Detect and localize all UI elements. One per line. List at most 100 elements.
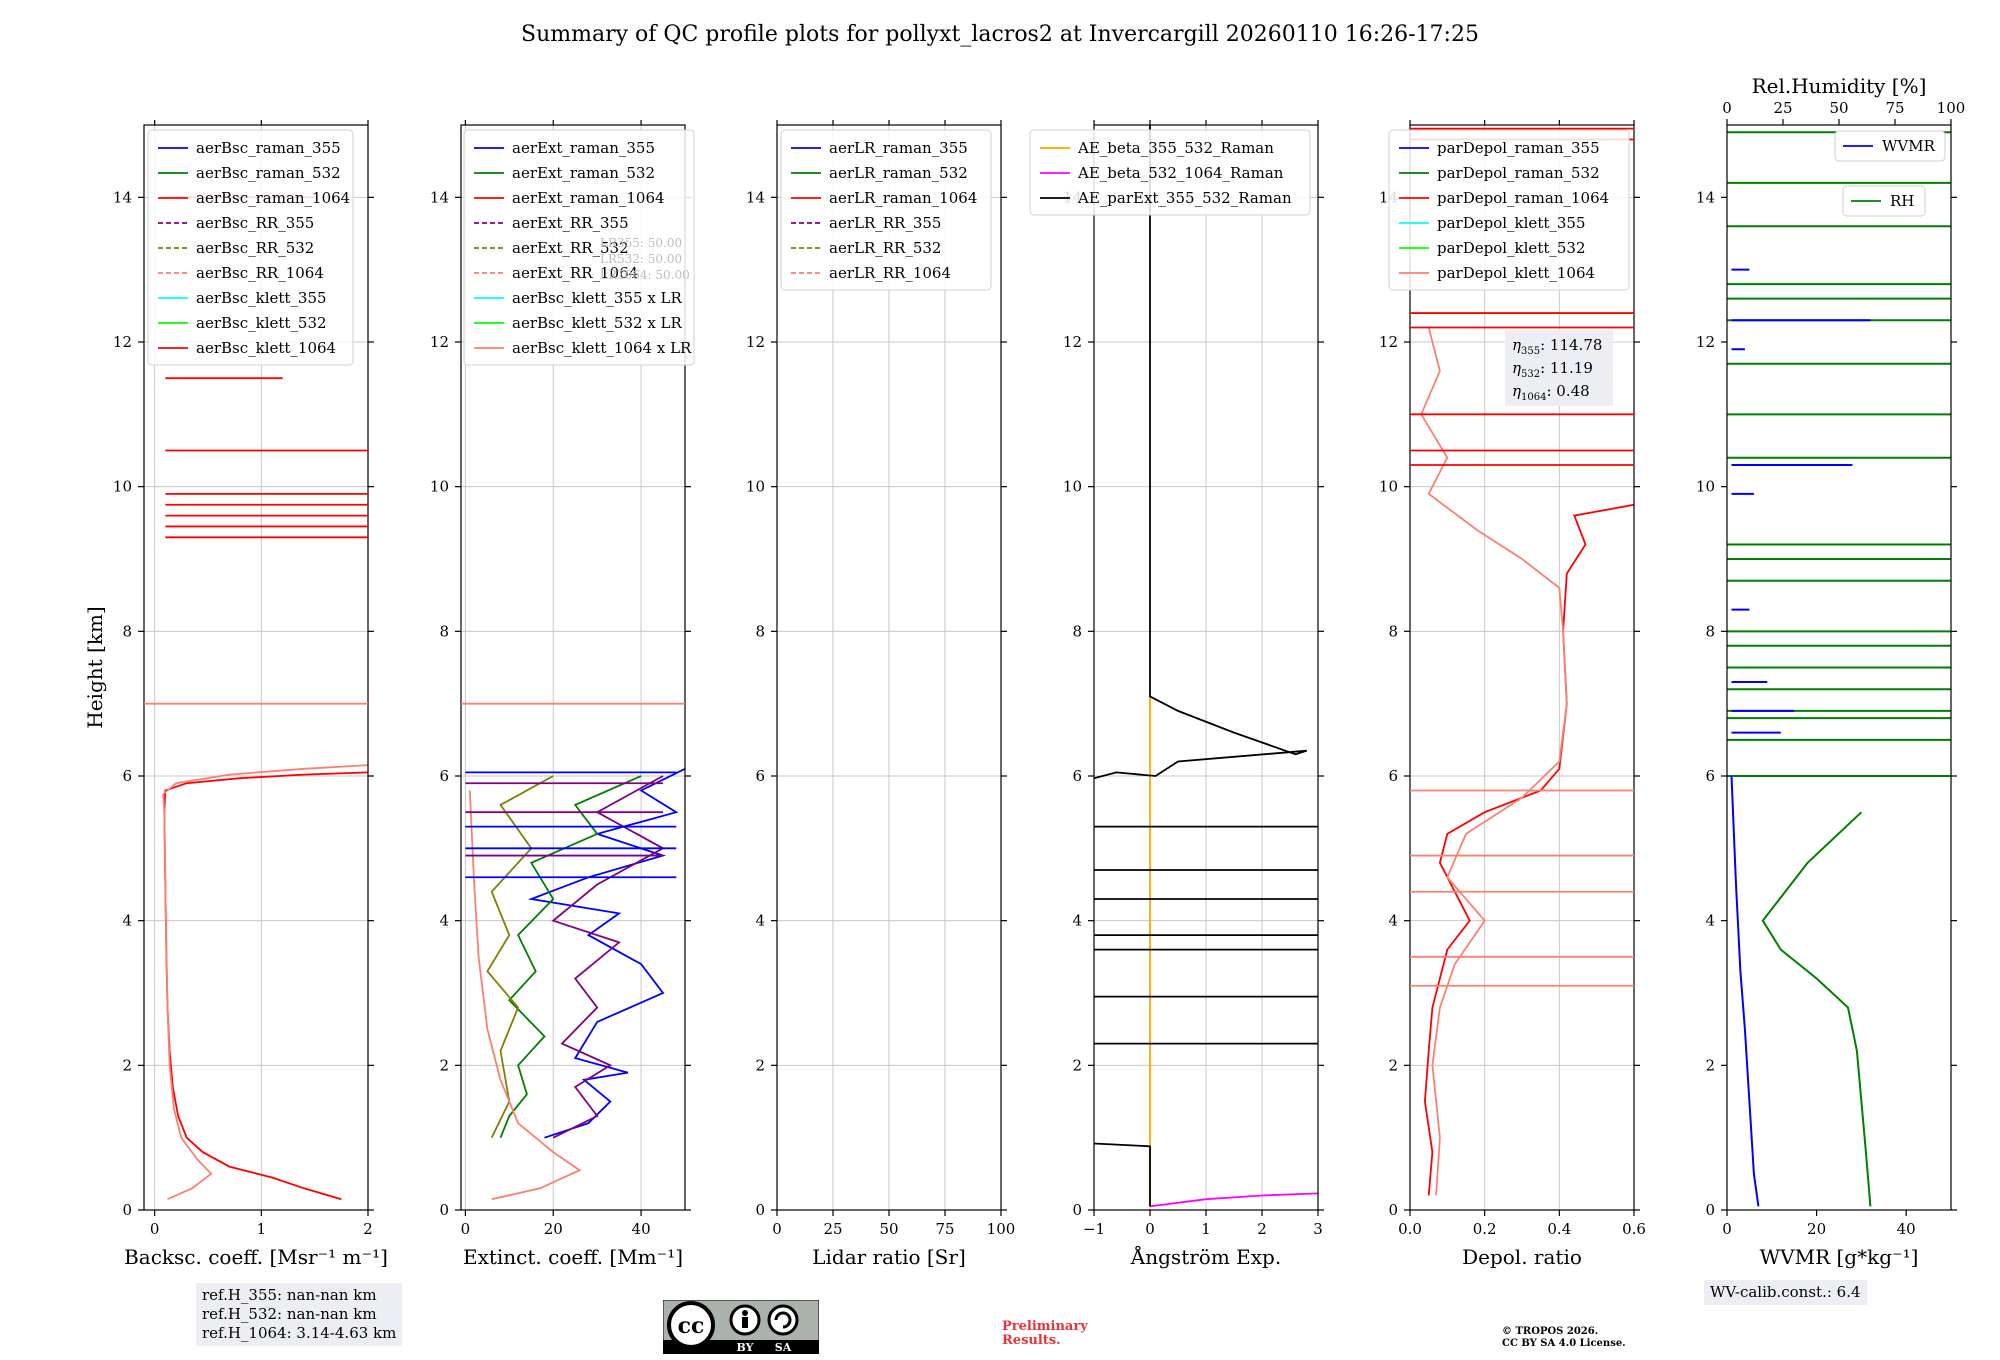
legend-box	[1834, 130, 1946, 162]
legend-lr: aerLR_raman_355 aerLR_raman_532 aerLR_rama…	[780, 129, 992, 291]
y-tick-label: 4	[1388, 912, 1398, 930]
x-axis-label: WVMR [g*kg⁻¹]	[1760, 1245, 1919, 1269]
x-tick-label: 20	[1807, 1220, 1826, 1238]
y-tick-label: 10	[1063, 478, 1082, 496]
wv-calib-box: WV-calib.const.: 6.4	[1704, 1280, 1867, 1305]
y-tick-label: 2	[1705, 1056, 1715, 1074]
series-aerBsc-klett-1064	[162, 764, 369, 1201]
legend-label: aerLR_RR_1064	[829, 264, 951, 282]
y-tick-label: 8	[1705, 622, 1715, 640]
y-tick-label: 6	[755, 767, 765, 785]
y-tick-label: 0	[122, 1201, 132, 1219]
legend-label: aerLR_raman_532	[829, 164, 968, 182]
y-tick-label: 12	[430, 333, 449, 351]
rh-axis-label: Rel.Humidity [%]	[1752, 74, 1927, 98]
legend-label: aerBsc_klett_532	[196, 314, 327, 332]
y-tick-label: 0	[439, 1201, 449, 1219]
y-tick-label: 8	[439, 622, 449, 640]
x-tick-label: 20	[544, 1220, 563, 1238]
legend-label: aerBsc_raman_355	[196, 139, 341, 157]
legend-rh: RH	[1842, 185, 1926, 217]
y-tick-label: 2	[1072, 1056, 1082, 1074]
series-aerBsc-raman-1064	[163, 771, 369, 1201]
legend-box	[1842, 185, 1926, 217]
legend-label: AE_beta_532_1064_Raman	[1077, 164, 1284, 182]
rh-tick-label: 50	[1829, 99, 1848, 117]
panel-lr: 0 25 50 75 100 0 2 4 6 8 10 12 14 Lidar ratio [Sr]	[746, 120, 1015, 1269]
y-tick-label: 4	[755, 912, 765, 930]
series-aerExt-raman-532	[499, 775, 642, 1139]
legend-wvmr: WVMR	[1834, 130, 1946, 162]
x-tick-label: 1	[1201, 1220, 1211, 1238]
legend-label: aerExt_raman_1064	[512, 189, 665, 207]
legend-ext: aerExt_raman_355 aerExt_raman_532 aerExt_r…	[463, 129, 695, 366]
eta-355: η355: 114.78	[1512, 336, 1602, 357]
series-aerExt-RR-532	[486, 775, 554, 1139]
legend-label: aerExt_raman_355	[512, 139, 655, 157]
x-axis-label: Lidar ratio [Sr]	[812, 1245, 966, 1269]
legend-label: aerBsc_klett_1064 x LR	[512, 339, 692, 357]
y-tick-label: 2	[1388, 1056, 1398, 1074]
legend-label: RH	[1890, 192, 1914, 210]
legend-label: aerBsc_raman_1064	[196, 189, 350, 207]
legend-label: aerExt_RR_355	[512, 214, 629, 232]
axes-frame	[1726, 124, 1952, 1211]
legend-dep: parDepol_raman_355 parDepol_raman_532 parD…	[1388, 129, 1630, 291]
legend-label: aerExt_RR_1064	[512, 264, 638, 282]
y-tick-label: 4	[1072, 912, 1082, 930]
y-tick-label: 0	[1072, 1201, 1082, 1219]
y-tick-label: 10	[746, 478, 765, 496]
y-tick-label: 10	[1696, 478, 1715, 496]
x-tick-label: 3	[1313, 1220, 1323, 1238]
axes-frame	[143, 124, 369, 1211]
y-tick-label: 6	[1705, 767, 1715, 785]
legend-ae: AE_beta_355_532_Raman AE_beta_532_1064_Ra…	[1029, 129, 1311, 216]
x-tick-label: 0	[1722, 1220, 1732, 1238]
legend-label: parDepol_raman_1064	[1437, 189, 1609, 207]
y-tick-label: 0	[1388, 1201, 1398, 1219]
y-tick-label: 12	[1379, 333, 1398, 351]
ref-heights-box: ref.H_355: nan-nan km ref.H_532: nan-nan…	[196, 1283, 403, 1346]
cc-sa-label: SA	[775, 1341, 792, 1354]
series-aerBsc-klett-1064-x-LR	[468, 790, 582, 1201]
figure-title: Summary of QC profile plots for pollyxt_…	[521, 22, 1479, 47]
legend-label: aerBsc_RR_1064	[196, 264, 324, 282]
legend-label: AE_beta_355_532_Raman	[1077, 139, 1274, 157]
x-axis-label: Extinct. coeff. [Mm⁻¹]	[463, 1245, 683, 1269]
legend-label: aerBsc_klett_355 x LR	[512, 289, 683, 307]
x-tick-label: 0	[1145, 1220, 1155, 1238]
legend-label: aerExt_RR_532	[512, 239, 629, 257]
x-tick-label: 0.2	[1473, 1220, 1497, 1238]
x-axis-label: Depol. ratio	[1462, 1245, 1582, 1269]
legend-label: parDepol_raman_355	[1437, 139, 1600, 157]
y-tick-label: 4	[1705, 912, 1715, 930]
x-tick-label: 0.0	[1398, 1220, 1422, 1238]
y-tick-label: 6	[439, 767, 449, 785]
legend-label: aerBsc_klett_532 x LR	[512, 314, 683, 332]
legend-label: parDepol_klett_532	[1437, 239, 1586, 257]
lr-note: LR355: 50.00 LR532: 50.00 LR1064: 50.00	[600, 236, 690, 282]
legend-label: parDepol_raman_532	[1437, 164, 1600, 182]
y-tick-label: 2	[439, 1056, 449, 1074]
x-tick-label: 0	[150, 1220, 160, 1238]
y-tick-label: 8	[1072, 622, 1082, 640]
x-tick-label: 2	[1257, 1220, 1267, 1238]
axes-frame	[776, 124, 1002, 1211]
cc-by-label: BY	[737, 1341, 754, 1354]
rh-tick-label: 75	[1885, 99, 1904, 117]
legend-bsc: aerBsc_raman_355 aerBsc_raman_532 aerBsc_r…	[147, 129, 354, 366]
legend-box	[147, 129, 354, 366]
y-tick-label: 6	[122, 767, 132, 785]
preliminary-line-1: Preliminary	[1002, 1319, 1088, 1334]
legend-box	[1388, 129, 1630, 291]
x-tick-label: 0	[772, 1220, 782, 1238]
legend-label: WVMR	[1882, 137, 1936, 155]
series-parDepol-raman-1064	[1423, 503, 1635, 1196]
copyright-note: © TROPOS 2026. CC BY SA 4.0 License.	[1502, 1326, 1626, 1350]
x-tick-label: 0.6	[1622, 1220, 1646, 1238]
eta-532: η532: 11.19	[1512, 359, 1593, 380]
y-axis-label: Height [km]	[83, 606, 107, 728]
x-tick-label: 0.4	[1547, 1220, 1571, 1238]
